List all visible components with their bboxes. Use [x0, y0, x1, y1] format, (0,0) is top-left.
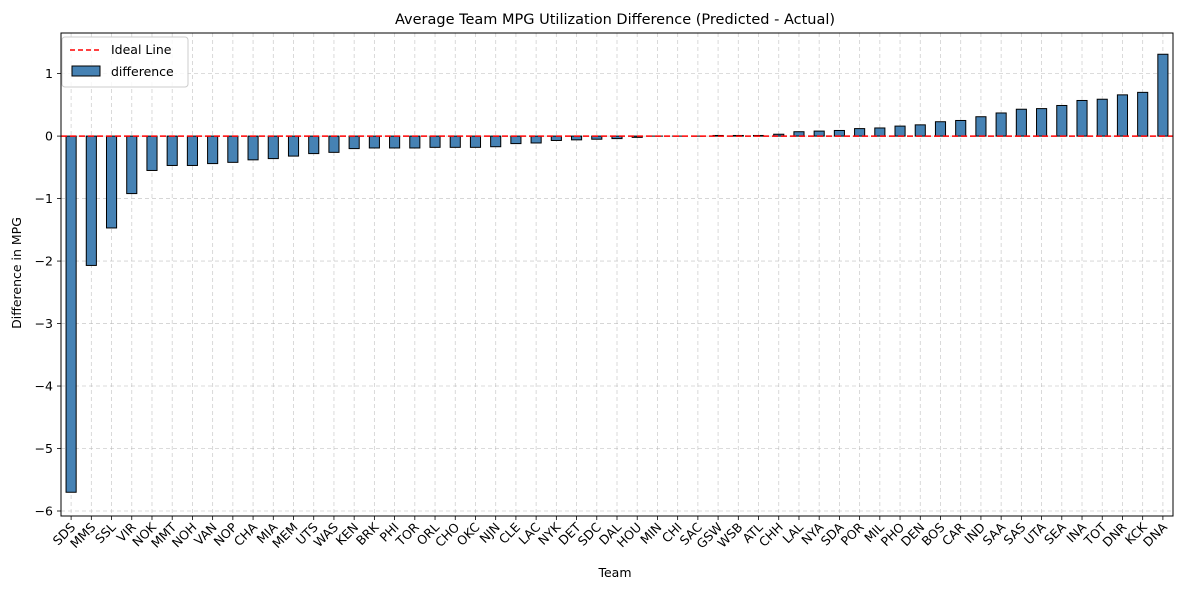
y-tick-label: 1 [45, 66, 53, 81]
bar-cha [247, 135, 259, 161]
x-axis-label: Team [597, 565, 631, 580]
bar-mia [267, 135, 279, 160]
bar-dnr [1116, 94, 1129, 137]
bar-saa [995, 112, 1007, 137]
bar-vir [126, 135, 138, 195]
bar-was [328, 135, 340, 153]
bar-car [955, 119, 967, 137]
bar-ssl [105, 135, 118, 229]
y-tick-label: −4 [35, 379, 53, 394]
bar-sea [1056, 104, 1068, 137]
bar-bos [934, 121, 947, 137]
y-tick-label: −3 [35, 316, 53, 331]
x-tick-label: DNA [1140, 519, 1170, 549]
legend: Ideal Line difference [61, 36, 189, 88]
bar-ind [975, 116, 987, 137]
bar-mms [85, 135, 97, 266]
bar-kck [1137, 91, 1149, 137]
bar-uts [308, 135, 320, 155]
bar-por [854, 128, 866, 137]
bar-sda [833, 129, 845, 137]
bar-mmt [166, 135, 178, 166]
bar-brk [368, 135, 380, 149]
bars [65, 53, 1169, 493]
y-ticks: −6 −5 −4 −3 −2 −1 0 1 [35, 66, 61, 519]
x-ticks: SDSMMSSSLVIRNOKMMTNOHVANNOPCHAMIAMEMUTSW… [50, 516, 1170, 551]
bar-tor [409, 135, 421, 149]
bar-mem [287, 135, 300, 157]
bar-orl [429, 135, 441, 148]
y-tick-label: −6 [35, 504, 53, 519]
bar-dal [611, 135, 623, 140]
bar-cle [510, 135, 522, 145]
y-tick-label: 0 [45, 129, 53, 144]
legend-difference-swatch [71, 65, 101, 77]
legend-ideal-line-label: Ideal Line [111, 42, 172, 57]
y-tick-label: −5 [35, 441, 53, 456]
bar-ken [348, 135, 360, 150]
y-tick-label: −1 [35, 191, 53, 206]
bar-nok [146, 135, 158, 171]
bar-van [207, 135, 219, 165]
bar-noh [186, 135, 198, 166]
bar-dna [1157, 53, 1169, 137]
bar-okc [469, 135, 482, 148]
chart-title: Average Team MPG Utilization Difference … [395, 12, 835, 28]
bar-sas [1015, 108, 1027, 137]
bar-mil [874, 127, 886, 137]
bar-njn [490, 135, 502, 148]
bar-sds [65, 135, 77, 493]
legend-difference-label: difference [111, 64, 174, 79]
bar-chh [773, 133, 785, 137]
y-tick-label: −2 [35, 254, 53, 269]
bar-lal [793, 131, 805, 137]
bar-tot [1096, 98, 1108, 137]
bar-uta [1036, 108, 1048, 137]
bar-cho [449, 135, 461, 148]
bar-den [914, 124, 926, 137]
bar-pho [894, 125, 906, 137]
bar-nop [227, 135, 239, 163]
grid [61, 33, 1173, 516]
bar-phi [389, 135, 401, 149]
y-axis-label: Difference in MPG [9, 217, 24, 329]
bar-ina [1076, 99, 1088, 137]
bar-lac [530, 135, 542, 144]
